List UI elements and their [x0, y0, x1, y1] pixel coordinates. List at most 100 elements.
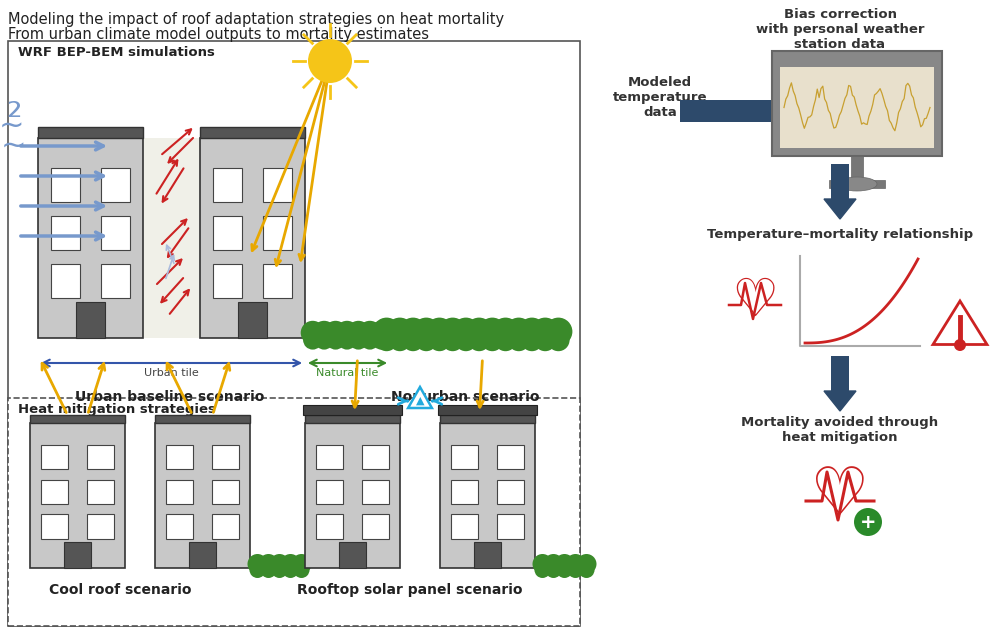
- Circle shape: [280, 554, 300, 574]
- Bar: [213, 216, 242, 250]
- Bar: [772, 51, 942, 156]
- Circle shape: [402, 329, 424, 351]
- Circle shape: [360, 330, 379, 350]
- Circle shape: [518, 317, 546, 345]
- Circle shape: [375, 329, 398, 351]
- Bar: [87, 515, 114, 539]
- Circle shape: [546, 562, 562, 578]
- Bar: [451, 515, 478, 539]
- Text: Heat mitigation strategies: Heat mitigation strategies: [18, 403, 216, 416]
- Text: Cool roof scenario: Cool roof scenario: [49, 583, 191, 597]
- Polygon shape: [824, 199, 856, 219]
- Bar: [440, 423, 535, 568]
- Circle shape: [415, 329, 437, 351]
- Circle shape: [505, 317, 533, 345]
- Circle shape: [301, 321, 325, 345]
- Bar: [780, 67, 934, 148]
- Circle shape: [428, 329, 451, 351]
- Bar: [831, 164, 849, 199]
- Bar: [238, 302, 267, 338]
- Circle shape: [534, 329, 556, 351]
- Bar: [362, 445, 389, 469]
- Bar: [101, 264, 130, 298]
- Bar: [851, 156, 863, 184]
- Bar: [41, 515, 68, 539]
- Circle shape: [544, 317, 572, 345]
- Circle shape: [294, 562, 310, 578]
- Bar: [200, 127, 305, 138]
- Bar: [87, 480, 114, 504]
- Ellipse shape: [837, 177, 877, 191]
- Bar: [87, 445, 114, 469]
- Bar: [305, 423, 400, 568]
- Circle shape: [508, 329, 530, 351]
- Circle shape: [373, 317, 401, 345]
- Bar: [831, 356, 849, 391]
- Bar: [76, 302, 105, 338]
- Text: From urban climate model outputs to mortality estimates: From urban climate model outputs to mort…: [8, 27, 429, 42]
- Text: Urban baseline scenario: Urban baseline scenario: [75, 390, 265, 404]
- Bar: [155, 423, 250, 568]
- Bar: [497, 480, 524, 504]
- Circle shape: [532, 554, 552, 574]
- Circle shape: [308, 39, 352, 83]
- Circle shape: [478, 317, 506, 345]
- Bar: [316, 480, 343, 504]
- Circle shape: [389, 329, 411, 351]
- Circle shape: [439, 317, 467, 345]
- Circle shape: [531, 317, 559, 345]
- Text: ♡: ♡: [731, 275, 779, 327]
- Circle shape: [566, 554, 586, 574]
- Circle shape: [544, 554, 564, 574]
- Text: ♡: ♡: [810, 463, 870, 529]
- Bar: [263, 216, 292, 250]
- Bar: [263, 264, 292, 298]
- Text: Modeled
temperature
data: Modeled temperature data: [613, 76, 707, 119]
- Circle shape: [270, 554, 290, 574]
- Bar: [212, 445, 239, 469]
- Circle shape: [358, 321, 382, 345]
- Bar: [213, 168, 242, 202]
- Text: Mortality avoided through
heat mitigation: Mortality avoided through heat mitigatio…: [741, 416, 939, 444]
- Circle shape: [315, 330, 334, 350]
- Circle shape: [481, 329, 504, 351]
- Circle shape: [369, 321, 393, 345]
- Circle shape: [494, 329, 517, 351]
- Text: Urban tile: Urban tile: [144, 368, 199, 378]
- Text: Temperature–mortality relationship: Temperature–mortality relationship: [707, 228, 973, 241]
- Circle shape: [468, 329, 490, 351]
- Circle shape: [452, 317, 480, 345]
- Bar: [8, 41, 580, 626]
- Circle shape: [283, 562, 298, 578]
- Bar: [30, 423, 125, 568]
- Bar: [497, 445, 524, 469]
- Bar: [8, 398, 580, 626]
- Circle shape: [324, 321, 348, 345]
- Bar: [212, 480, 239, 504]
- Bar: [30, 415, 125, 423]
- Circle shape: [248, 554, 268, 574]
- Polygon shape: [933, 301, 987, 345]
- Circle shape: [303, 330, 322, 350]
- Bar: [200, 138, 305, 338]
- Bar: [305, 415, 400, 423]
- Polygon shape: [824, 391, 856, 411]
- Bar: [362, 515, 389, 539]
- Circle shape: [556, 562, 572, 578]
- Bar: [451, 480, 478, 504]
- Circle shape: [258, 554, 278, 574]
- Bar: [166, 445, 193, 469]
- Bar: [101, 168, 130, 202]
- Bar: [451, 445, 478, 469]
- Text: WRF BEP-BEM simulations: WRF BEP-BEM simulations: [18, 46, 215, 59]
- Circle shape: [568, 562, 584, 578]
- Bar: [101, 216, 130, 250]
- Circle shape: [335, 321, 359, 345]
- Bar: [438, 406, 537, 415]
- Text: ~: ~: [1, 132, 27, 160]
- Circle shape: [521, 329, 543, 351]
- Bar: [316, 515, 343, 539]
- Text: ~: ~: [0, 111, 25, 141]
- Bar: [474, 542, 501, 568]
- Circle shape: [455, 329, 477, 351]
